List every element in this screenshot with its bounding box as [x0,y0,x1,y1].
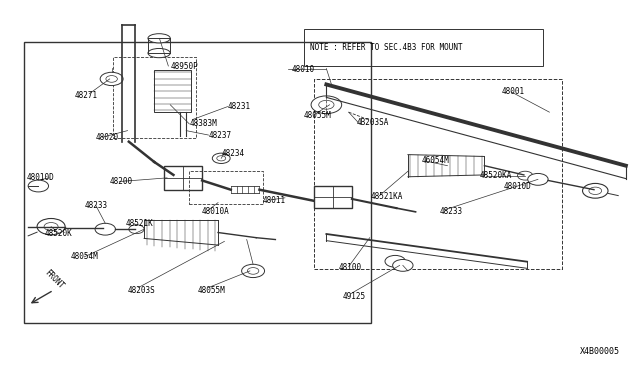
Bar [314,79,562,269]
Text: 48010A: 48010A [202,206,230,216]
Circle shape [528,173,548,185]
Circle shape [518,171,533,180]
Text: 48055M: 48055M [198,286,225,295]
Text: 46054M: 46054M [422,156,450,166]
Circle shape [242,264,264,278]
Text: 48521K: 48521K [125,219,154,228]
Circle shape [212,153,230,163]
Text: 48020: 48020 [96,133,119,142]
Text: 48383M: 48383M [189,119,217,128]
Text: 48231: 48231 [228,102,251,111]
Circle shape [385,256,405,267]
Bar [189,171,262,205]
Text: 48001: 48001 [502,87,525,96]
Text: X4B00005: X4B00005 [579,347,620,356]
Text: 48200: 48200 [109,177,133,186]
Text: 48520KA: 48520KA [479,171,512,180]
Text: 48950P: 48950P [170,61,198,71]
Text: 48203S: 48203S [127,286,156,295]
Circle shape [28,180,49,192]
Text: 48010: 48010 [291,65,314,74]
Ellipse shape [148,48,170,58]
Text: 48010D: 48010D [504,182,531,191]
Text: 48233: 48233 [440,206,463,216]
Ellipse shape [148,34,170,43]
Text: 48055M: 48055M [304,110,332,120]
Text: 48271: 48271 [75,91,98,100]
Circle shape [393,260,413,271]
Text: 48234: 48234 [221,149,244,158]
Bar [113,57,196,138]
Bar [314,186,352,208]
Circle shape [582,183,608,198]
Text: NOTE : REFER TO SEC.4B3 FOR MOUNT: NOTE : REFER TO SEC.4B3 FOR MOUNT [310,43,463,52]
Circle shape [311,96,342,113]
Bar [24,42,371,323]
Circle shape [100,72,123,86]
Text: 48521KA: 48521KA [371,192,403,201]
Bar [154,70,191,112]
Text: 49125: 49125 [342,292,365,301]
Text: 48520K: 48520K [45,229,72,238]
Text: 48010D: 48010D [27,173,54,182]
Text: 48100: 48100 [339,263,362,272]
Text: 48233: 48233 [84,201,108,210]
Circle shape [129,225,144,234]
Text: 48011: 48011 [262,196,286,205]
Text: 48237: 48237 [209,131,232,140]
Circle shape [37,218,65,235]
Text: 4B203SA: 4B203SA [357,118,389,127]
Text: FRONT: FRONT [43,269,65,291]
Bar [304,29,543,66]
Text: 48054M: 48054M [70,252,98,262]
Circle shape [95,223,115,235]
Bar [164,166,202,190]
